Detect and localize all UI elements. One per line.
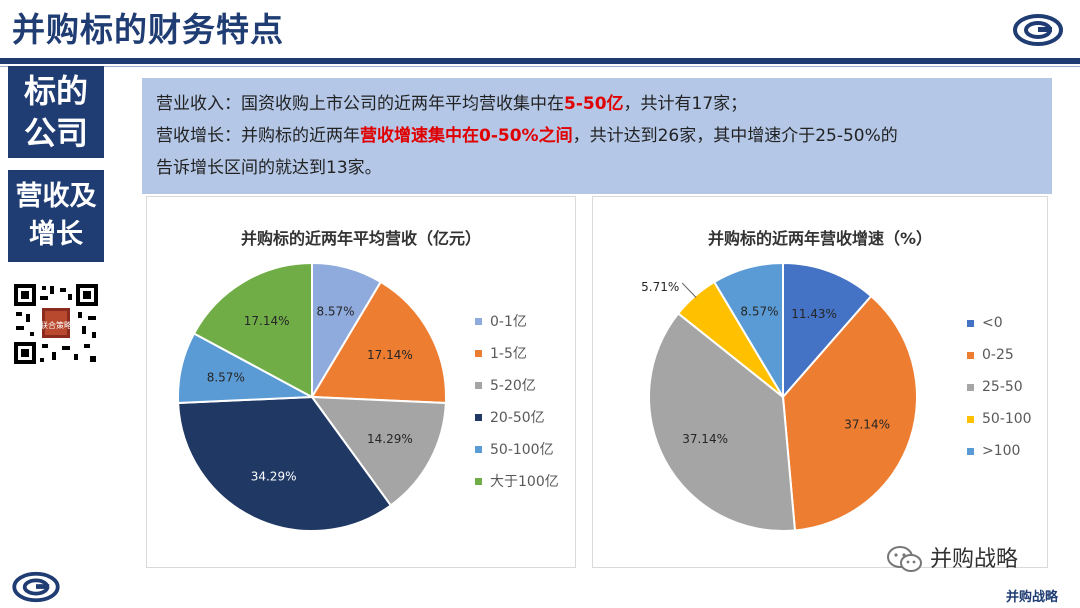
legend-item: 5-20亿 [475, 369, 559, 401]
page-title: 并购标的财务特点 [12, 10, 284, 49]
legend-label: 25-50 [982, 379, 1023, 395]
summary-text: ，共计达到26家，其中增速介于25-50%的 [572, 126, 898, 146]
section-label-line: 增长 [29, 219, 83, 250]
pie-slice [781, 294, 918, 532]
pie-slice [782, 261, 873, 400]
data-label: 17.14% [367, 348, 413, 362]
brand-logo-icon [1013, 14, 1063, 46]
legend-revenue: 0-1亿 1-5亿 5-20亿 20-50亿 50-100亿 大于100亿 [475, 305, 559, 497]
pie-slice [309, 395, 447, 507]
pie-slice [310, 280, 447, 405]
legend-item: 50-100亿 [475, 433, 559, 465]
title-divider-thin [0, 66, 1080, 67]
legend-item: 25-50 [967, 371, 1032, 403]
pie-slice [177, 395, 393, 532]
legend-item: 0-25 [967, 339, 1032, 371]
summary-line-growth-cont: 告诉增长区间的就达到13家。 [156, 158, 382, 178]
legend-swatch [475, 413, 482, 421]
brand-name: 并购战略 [1006, 590, 1059, 605]
data-label: 11.43% [791, 307, 837, 321]
section-box-target-company: 标的 公司 [8, 66, 104, 158]
watermark-text: 并购战略 [930, 547, 1019, 572]
legend-label: 大于100亿 [490, 474, 559, 490]
legend-swatch [967, 351, 974, 359]
chart-title-growth: 并购标的近两年营收增速（%） [707, 229, 933, 248]
summary-text: ，共计有17家； [623, 94, 748, 114]
brand-logo-icon [12, 571, 60, 603]
pie-chart-growth: 11.43% 37.14% 37.14% 5.71% 8.57% [641, 261, 918, 532]
legend-item: 1-5亿 [475, 337, 559, 369]
data-label: 17.14% [244, 314, 290, 328]
legend-label: 5-20亿 [490, 378, 536, 394]
data-label: 37.14% [844, 417, 890, 431]
summary-text: 营收增长：并购标的近两年 [156, 126, 360, 146]
legend-label: 20-50亿 [490, 410, 545, 426]
legend-swatch [475, 477, 482, 485]
legend-item: 0-1亿 [475, 305, 559, 337]
legend-item: 20-50亿 [475, 401, 559, 433]
summary-line-growth: 营收增长：并购标的近两年营收增速集中在0-50%之间，共计达到26家，其中增速介… [156, 120, 1038, 152]
legend-item: <0 [967, 307, 1032, 339]
data-label-leader [681, 282, 697, 298]
legend-swatch [475, 381, 482, 389]
legend-swatch [967, 447, 974, 455]
legend-label: 50-100 [982, 411, 1032, 427]
data-label: 5.71% [641, 280, 679, 294]
legend-label: 1-5亿 [490, 346, 527, 362]
data-label: 8.57% [740, 305, 778, 319]
legend-swatch [475, 317, 482, 325]
wechat-watermark: 并购战略 [886, 542, 1018, 578]
summary-highlight: 5-50亿 [564, 94, 624, 114]
pie-slice [192, 261, 313, 399]
legend-label: <0 [982, 315, 1003, 331]
summary-highlight: 营收增速集中在0-50%之间 [360, 126, 573, 146]
section-label-line: 公司 [23, 114, 88, 152]
pie-slice [648, 312, 797, 532]
pie-chart-revenue: 8.57% 17.14% 14.29% 34.29% 8.57% 17.14% [177, 261, 447, 532]
legend-label: 50-100亿 [490, 442, 554, 458]
legend-swatch [475, 349, 482, 357]
section-box-revenue-growth: 营收及 增长 [8, 170, 104, 262]
data-label: 8.57% [316, 305, 354, 319]
legend-swatch [967, 319, 974, 327]
title-divider [0, 58, 1080, 64]
chart-panel-revenue: 并购标的近两年平均营收（亿元） 8.57% 17.14% 14.29% 34.29% 8… [146, 196, 576, 568]
legend-item: 50-100 [967, 403, 1032, 435]
qr-caption: 联合策略 [40, 320, 72, 330]
section-label-line: 标的 [23, 72, 88, 110]
data-label: 8.57% [207, 370, 245, 384]
data-label: 34.29% [251, 470, 297, 484]
section-label-line: 营收及 [15, 181, 97, 212]
legend-swatch [475, 445, 482, 453]
summary-text: 营业收入：国资收购上市公司的近两年平均营收集中在 [156, 94, 564, 114]
pie-slice [712, 261, 784, 401]
data-label: 37.14% [682, 432, 728, 446]
qr-code-icon: 联合策略 [12, 282, 100, 366]
legend-growth: <0 0-25 25-50 50-100 >100 [967, 307, 1032, 467]
legend-swatch [967, 415, 974, 423]
chart-panel-growth: 并购标的近两年营收增速（%） 11.43% 37.14% 37.14% 5.71% 8.… [592, 196, 1048, 568]
legend-item: 大于100亿 [475, 465, 559, 497]
legend-label: >100 [982, 443, 1021, 459]
legend-label: 0-1亿 [490, 314, 527, 330]
chart-title-revenue: 并购标的近两年平均营收（亿元） [240, 229, 481, 248]
summary-box: 营业收入：国资收购上市公司的近两年平均营收集中在5-50亿，共计有17家； 营收… [142, 78, 1052, 194]
legend-label: 0-25 [982, 347, 1014, 363]
summary-line-revenue: 营业收入：国资收购上市公司的近两年平均营收集中在5-50亿，共计有17家； [156, 88, 1038, 120]
legend-swatch [967, 383, 974, 391]
wechat-icon [887, 546, 922, 572]
legend-item: >100 [967, 435, 1032, 467]
data-label: 14.29% [367, 432, 413, 446]
